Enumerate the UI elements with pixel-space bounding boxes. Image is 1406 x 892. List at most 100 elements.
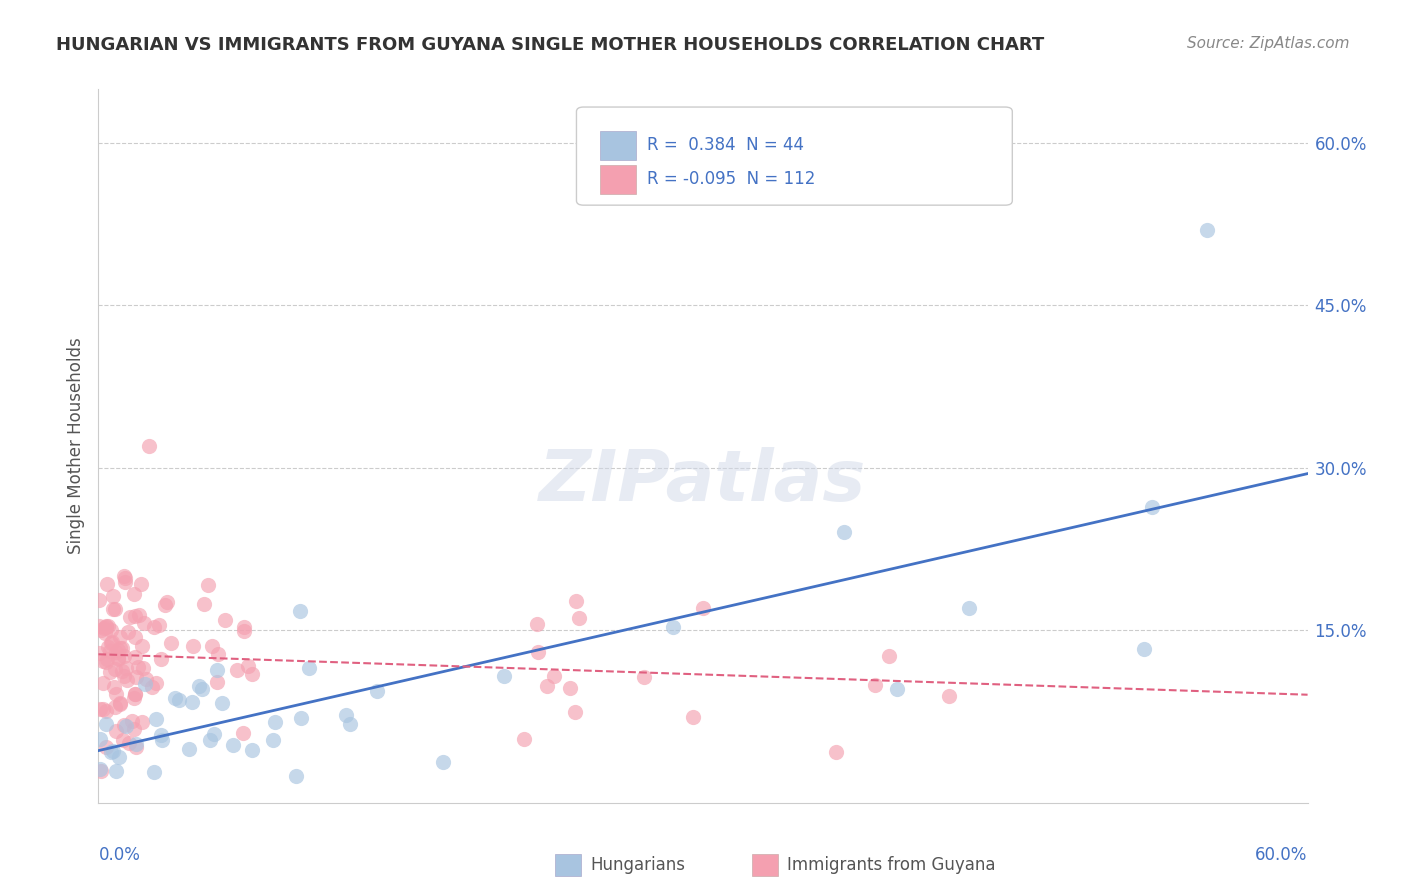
Hungarians (143, 764, 166, 779)
Hungarians (103, 744, 125, 758)
Hungarians (288, 604, 311, 618)
Immigrants from Guyana (111, 641, 134, 656)
Hungarians (886, 681, 908, 696)
Hungarians (108, 749, 131, 764)
Immigrants from Guyana (134, 615, 156, 630)
Immigrants from Guyana (513, 731, 536, 746)
Immigrants from Guyana (240, 667, 263, 681)
Hungarians (264, 715, 287, 730)
Hungarians (211, 697, 233, 711)
Hungarians (105, 764, 128, 778)
Hungarians (145, 712, 167, 726)
Immigrants from Guyana (233, 624, 256, 639)
Hungarians (125, 737, 148, 751)
Immigrants from Guyana (100, 624, 122, 638)
Hungarians (335, 708, 357, 723)
Immigrants from Guyana (100, 636, 122, 650)
Immigrants from Guyana (120, 610, 142, 624)
Immigrants from Guyana (91, 675, 114, 690)
Immigrants from Guyana (112, 668, 135, 682)
Immigrants from Guyana (214, 613, 236, 627)
Hungarians (298, 661, 321, 675)
Hungarians (190, 682, 212, 697)
Immigrants from Guyana (115, 660, 138, 674)
Immigrants from Guyana (111, 733, 134, 747)
Hungarians (115, 719, 138, 733)
Immigrants from Guyana (633, 670, 655, 684)
Immigrants from Guyana (115, 673, 138, 687)
Immigrants from Guyana (692, 601, 714, 615)
Text: ZIPatlas: ZIPatlas (540, 447, 866, 516)
Immigrants from Guyana (103, 602, 125, 616)
Immigrants from Guyana (825, 745, 848, 759)
Hungarians (285, 769, 308, 783)
Immigrants from Guyana (101, 635, 124, 649)
Hungarians (432, 756, 454, 770)
Hungarians (134, 676, 156, 690)
Immigrants from Guyana (129, 577, 152, 591)
Immigrants from Guyana (96, 576, 118, 591)
Hungarians (152, 732, 174, 747)
Hungarians (169, 693, 191, 707)
Text: R =  0.384  N = 44: R = 0.384 N = 44 (647, 136, 804, 154)
Text: 60.0%: 60.0% (1256, 846, 1308, 863)
Y-axis label: Single Mother Households: Single Mother Households (66, 338, 84, 554)
Immigrants from Guyana (110, 630, 132, 644)
Immigrants from Guyana (124, 687, 146, 701)
Immigrants from Guyana (105, 723, 128, 738)
Immigrants from Guyana (125, 740, 148, 755)
Text: 0.0%: 0.0% (98, 846, 141, 863)
Immigrants from Guyana (156, 595, 179, 609)
Hungarians (1195, 223, 1218, 237)
Immigrants from Guyana (89, 592, 111, 607)
Immigrants from Guyana (149, 651, 172, 665)
Immigrants from Guyana (526, 616, 548, 631)
Immigrants from Guyana (112, 569, 135, 583)
Immigrants from Guyana (91, 655, 114, 669)
Hungarians (242, 743, 264, 757)
Hungarians (207, 663, 229, 677)
Text: Immigrants from Guyana: Immigrants from Guyana (787, 856, 995, 874)
Immigrants from Guyana (94, 704, 117, 718)
Hungarians (180, 696, 202, 710)
Hungarians (177, 742, 200, 756)
Immigrants from Guyana (155, 598, 177, 612)
Immigrants from Guyana (117, 624, 139, 639)
Hungarians (198, 733, 221, 747)
Immigrants from Guyana (112, 648, 135, 663)
Text: Hungarians: Hungarians (591, 856, 686, 874)
Immigrants from Guyana (682, 709, 704, 723)
Hungarians (1140, 500, 1163, 514)
Immigrants from Guyana (125, 670, 148, 684)
Immigrants from Guyana (145, 675, 167, 690)
Immigrants from Guyana (108, 697, 131, 711)
Immigrants from Guyana (103, 589, 125, 603)
Hungarians (222, 739, 245, 753)
Immigrants from Guyana (91, 702, 114, 716)
Hungarians (1132, 642, 1154, 657)
Immigrants from Guyana (879, 648, 901, 663)
Immigrants from Guyana (104, 602, 127, 616)
Immigrants from Guyana (114, 575, 136, 590)
Hungarians (494, 669, 516, 683)
Immigrants from Guyana (90, 764, 112, 778)
Immigrants from Guyana (107, 643, 129, 657)
Immigrants from Guyana (124, 649, 146, 664)
Immigrants from Guyana (131, 661, 153, 675)
Immigrants from Guyana (536, 679, 558, 693)
Hungarians (262, 733, 284, 747)
Immigrants from Guyana (122, 691, 145, 706)
Immigrants from Guyana (200, 640, 222, 654)
Immigrants from Guyana (135, 673, 157, 687)
Immigrants from Guyana (226, 663, 249, 677)
Immigrants from Guyana (142, 619, 165, 633)
Immigrants from Guyana (103, 680, 125, 694)
Immigrants from Guyana (568, 611, 591, 625)
Immigrants from Guyana (111, 664, 134, 678)
Immigrants from Guyana (131, 715, 153, 730)
Immigrants from Guyana (94, 619, 117, 633)
Immigrants from Guyana (94, 655, 117, 669)
Immigrants from Guyana (96, 652, 118, 666)
Immigrants from Guyana (98, 644, 121, 658)
Immigrants from Guyana (107, 652, 129, 666)
